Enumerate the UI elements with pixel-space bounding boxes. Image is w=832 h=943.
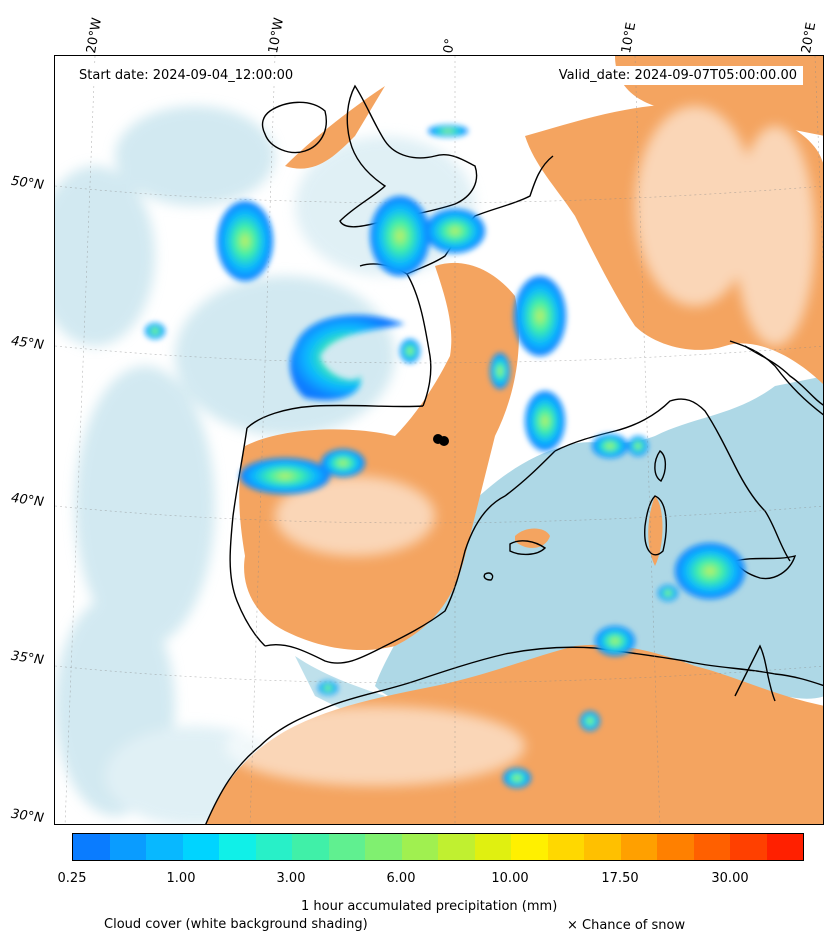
colorbar-segment: [219, 834, 256, 860]
precip-cell-channel-west: [370, 196, 430, 276]
colorbar-segment: [693, 834, 730, 860]
colorbar-segment: [292, 834, 329, 860]
atlantic-morocco-shading: [295, 656, 385, 716]
colorbar-segment: [328, 834, 365, 860]
precipitation-cells: [145, 125, 745, 788]
colorbar-segment: [584, 834, 621, 860]
colorbar-segment: [255, 834, 292, 860]
colorbar-segment: [730, 834, 767, 860]
map-canvas: [55, 56, 823, 824]
precip-cell-small-3: [628, 436, 648, 456]
precip-cell-small-4: [658, 585, 678, 601]
lat-label-40n: 40°N: [10, 490, 45, 511]
lon-label-0: 0°: [441, 37, 459, 55]
colorbar-segment: [146, 834, 183, 860]
lon-label-10w: 10°W: [266, 16, 288, 55]
precip-cell-algeria-2: [503, 768, 531, 788]
land-fading: [225, 106, 815, 786]
lon-label-10e: 10°E: [619, 21, 640, 55]
colorbar-segment: [511, 834, 548, 860]
colorbar-segment: [182, 834, 219, 860]
weather-map: Start date: 2024-09-04_12:00:00 Valid_da…: [54, 55, 824, 825]
colorbar-tick-3: 6.00: [386, 871, 416, 886]
colorbar-segment: [109, 834, 146, 860]
snow-legend: × Chance of snow: [567, 918, 686, 933]
precip-cell-atlantic-north: [217, 201, 273, 281]
precip-cell-tunisia: [595, 626, 635, 656]
precip-cell-ligurian: [525, 391, 565, 451]
precip-cell-bay: [400, 339, 420, 363]
lat-label-45n: 45°N: [10, 333, 45, 354]
precip-cell-small-2: [428, 125, 468, 137]
lat-label-35n: 35°N: [10, 648, 45, 669]
precip-cell-alps: [514, 276, 566, 356]
precip-cell-rhone: [490, 353, 510, 389]
precip-cell-biscay-spiral: [289, 315, 405, 401]
precip-cell-iberia-north-2: [321, 449, 365, 477]
colorbar-segment: [547, 834, 584, 860]
lat-label-30n: 30°N: [10, 806, 45, 827]
lon-label-20e: 20°E: [799, 21, 820, 55]
colorbar-segment: [766, 834, 803, 860]
precip-cell-small-5: [318, 681, 338, 695]
colorbar-tick-2: 3.00: [276, 871, 306, 886]
colorbar-label: 1 hour accumulated precipitation (mm): [301, 899, 558, 914]
precip-cell-algeria-1: [580, 711, 600, 731]
valid-date-label: Valid_date: 2024-09-07T05:00:00.00: [552, 66, 803, 85]
colorbar-tick-4: 10.00: [491, 871, 529, 886]
snow-marker-cluster: [433, 434, 449, 446]
colorbar-segment: [438, 834, 475, 860]
colorbar-segment: [474, 834, 511, 860]
colorbar-segment: [73, 834, 110, 860]
colorbar-tick-1: 1.00: [166, 871, 196, 886]
colorbar-tick-5: 17.50: [601, 871, 639, 886]
precip-cell-iberia-north: [240, 458, 330, 494]
cloud-cover-legend: Cloud cover (white background shading): [104, 917, 368, 932]
colorbar-tick-0: 0.25: [57, 871, 87, 886]
precip-cell-tyrrhenian: [675, 543, 745, 599]
colorbar-tick-6: 30.00: [711, 871, 749, 886]
mediterranean-shading: [375, 376, 823, 707]
precip-cell-small-1: [145, 323, 165, 339]
lon-label-20w: 20°W: [84, 16, 106, 55]
lat-label-50n: 50°N: [10, 173, 45, 194]
precip-cell-corsica-east: [592, 434, 628, 458]
colorbar: [72, 833, 804, 861]
precip-cell-channel-east: [425, 209, 485, 253]
colorbar-segment: [657, 834, 694, 860]
colorbar-segment: [365, 834, 402, 860]
colorbar-segment: [401, 834, 438, 860]
start-date-label: Start date: 2024-09-04_12:00:00: [73, 66, 300, 85]
graticule: [55, 56, 823, 824]
colorbar-segment: [620, 834, 657, 860]
